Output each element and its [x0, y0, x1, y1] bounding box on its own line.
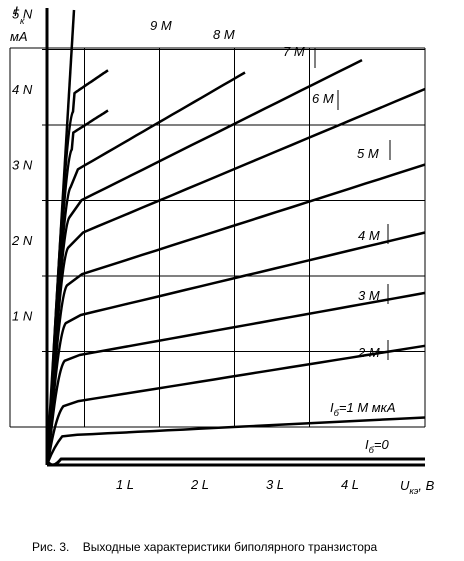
curve-ib-4	[46, 231, 426, 463]
y-axis-subscript: к	[20, 16, 25, 26]
x-tick-label: 1 L	[116, 477, 134, 492]
curve-ib-1	[46, 416, 426, 463]
caption-number: Рис. 3.	[32, 540, 70, 554]
y-axis-unit: мА	[10, 29, 28, 44]
y-axis-symbol: I	[14, 3, 18, 19]
curve-label: 2 M	[357, 345, 380, 360]
y-tick-label: 3 N	[12, 158, 33, 173]
curve-label: 3 M	[358, 288, 380, 303]
x-tick-label: 3 L	[266, 477, 284, 492]
curve-ib-10	[46, 69, 109, 463]
x-tick-label: 2 L	[190, 477, 209, 492]
curve-ib-3	[46, 291, 426, 463]
curve-label: 6 M	[312, 91, 334, 106]
caption-text: Выходные характеристики биполярного тран…	[82, 540, 378, 554]
x-tick-label: 4 L	[341, 477, 359, 492]
curve-label: 8 M	[213, 27, 235, 42]
curve-label: 9 M	[150, 18, 172, 33]
curve-label: 5 M	[357, 146, 379, 161]
y-tick-label: 1 N	[12, 309, 33, 324]
curve-ib-5	[46, 163, 426, 463]
curve-label: Iб=0	[365, 437, 389, 455]
chart-labels: 1 N 2 N 3 N 4 N 5 N 1 L 2 L 3 L 4 L Iк мА Uкэ, В Iб=…	[10, 3, 435, 496]
x-axis-title: Uкэ, В	[400, 478, 435, 496]
curve-label: 7 M	[283, 44, 305, 59]
y-tick-label: 2 N	[11, 233, 33, 248]
curve-ib-zero	[46, 457, 425, 467]
y-tick-label: 5 N	[12, 7, 33, 22]
curve-label: Iб=1 M мкА	[330, 400, 396, 418]
figure-caption: Рис. 3. Выходные характеристики биполярн…	[32, 540, 377, 554]
characteristic-curves	[45, 8, 426, 467]
curve-label: 4 M	[358, 228, 380, 243]
curve-ib-7	[46, 58, 363, 463]
curve-ib-2	[46, 344, 426, 463]
y-tick-label: 4 N	[12, 82, 33, 97]
